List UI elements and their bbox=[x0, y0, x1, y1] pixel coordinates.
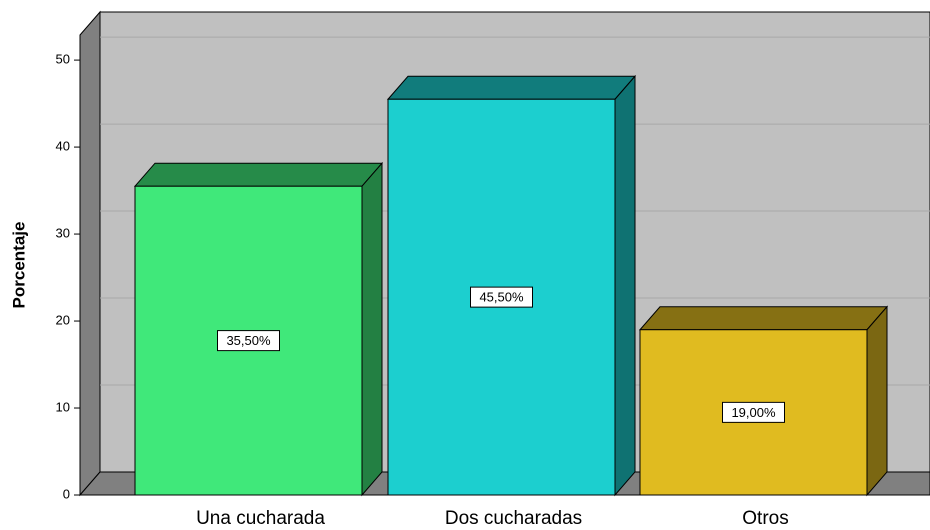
value-label-box bbox=[217, 330, 280, 352]
bar-side bbox=[614, 74, 636, 497]
value-label: 45,50% bbox=[479, 290, 524, 305]
y-tick-label: 20 bbox=[56, 312, 70, 327]
value-label-box bbox=[722, 401, 785, 423]
bar-top bbox=[386, 75, 637, 100]
x-tick-label: Dos cucharadas bbox=[445, 508, 582, 529]
value-label-box bbox=[470, 286, 533, 308]
y-axis-label: Porcentaje bbox=[9, 222, 28, 309]
value-label: 35,50% bbox=[226, 333, 271, 348]
y-tick-label: 40 bbox=[56, 139, 70, 154]
bar-top bbox=[133, 162, 384, 187]
y-tick-label: 10 bbox=[56, 399, 70, 414]
left-wall bbox=[79, 10, 101, 497]
x-tick-label: Una cucharada bbox=[196, 508, 325, 529]
x-tick-label: Otros bbox=[742, 508, 788, 529]
bar-side bbox=[866, 305, 888, 497]
bar-top bbox=[638, 306, 889, 331]
bar-side bbox=[361, 161, 383, 497]
y-tick-label: 30 bbox=[56, 225, 70, 240]
y-tick-label: 50 bbox=[56, 52, 70, 67]
value-label: 19,00% bbox=[731, 405, 776, 420]
y-tick-label: 0 bbox=[63, 486, 70, 501]
